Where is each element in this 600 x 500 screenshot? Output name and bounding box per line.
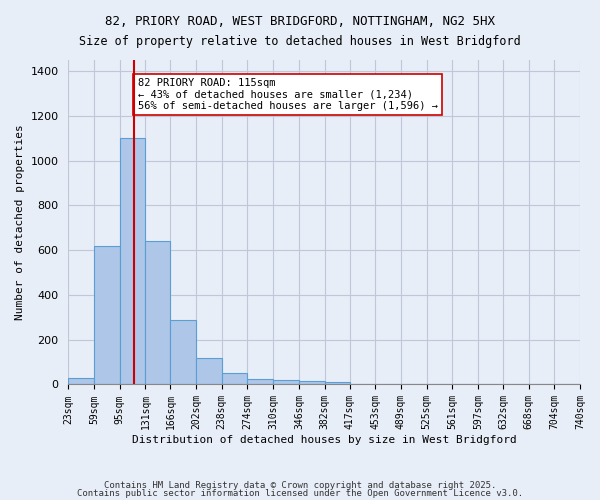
Text: Contains public sector information licensed under the Open Government Licence v3: Contains public sector information licen…	[77, 488, 523, 498]
Bar	[325, 382, 350, 384]
Bar	[222, 374, 247, 384]
Bar	[145, 242, 170, 384]
Bar	[196, 358, 222, 384]
Text: 82 PRIORY ROAD: 115sqm
← 43% of detached houses are smaller (1,234)
56% of semi-: 82 PRIORY ROAD: 115sqm ← 43% of detached…	[137, 78, 437, 111]
Y-axis label: Number of detached properties: Number of detached properties	[15, 124, 25, 320]
Text: Size of property relative to detached houses in West Bridgford: Size of property relative to detached ho…	[79, 35, 521, 48]
Bar	[299, 381, 325, 384]
X-axis label: Distribution of detached houses by size in West Bridgford: Distribution of detached houses by size …	[132, 435, 517, 445]
Text: Contains HM Land Registry data © Crown copyright and database right 2025.: Contains HM Land Registry data © Crown c…	[104, 481, 496, 490]
Bar	[273, 380, 299, 384]
Text: 82, PRIORY ROAD, WEST BRIDGFORD, NOTTINGHAM, NG2 5HX: 82, PRIORY ROAD, WEST BRIDGFORD, NOTTING…	[105, 15, 495, 28]
Bar	[120, 138, 145, 384]
Bar	[94, 246, 120, 384]
Bar	[247, 379, 273, 384]
Bar	[68, 378, 94, 384]
Bar	[170, 320, 196, 384]
